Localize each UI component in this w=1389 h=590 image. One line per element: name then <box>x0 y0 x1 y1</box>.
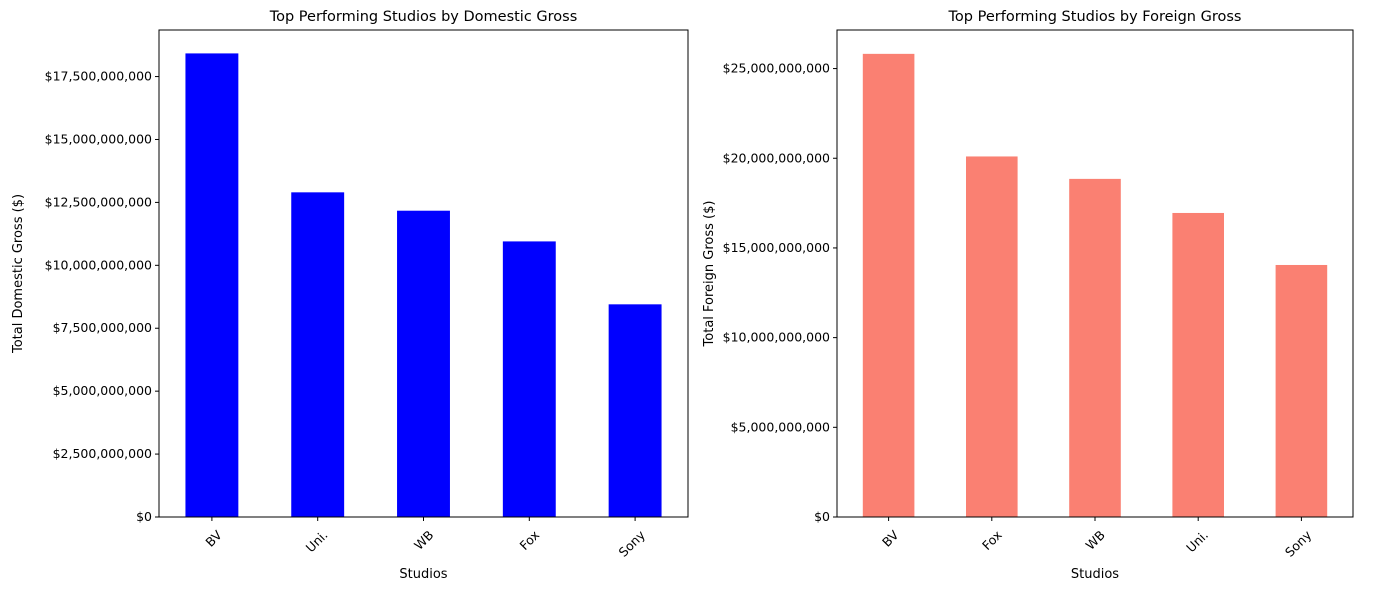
y-tick-label: $10,000,000,000 <box>45 257 152 272</box>
y-axis-label: Total Foreign Gross ($) <box>702 201 717 348</box>
x-tick-label: WB <box>411 527 436 552</box>
bar-fox <box>966 156 1018 517</box>
y-tick-label: $0 <box>814 509 830 524</box>
x-axis-label: Studios <box>399 567 447 582</box>
x-tick-label: Uni. <box>303 527 331 555</box>
y-tick-label: $12,500,000,000 <box>45 194 152 209</box>
x-axis-label: Studios <box>1071 567 1119 582</box>
y-tick-label: $17,500,000,000 <box>45 69 152 84</box>
foreign-gross-chart: $0 $5,000,000,000 $10,000,000,000 $15,000,0… <box>702 9 1354 582</box>
y-tick-label: $10,000,000,000 <box>723 330 830 345</box>
y-tick-label: $5,000,000,000 <box>731 419 830 434</box>
bar-bv <box>862 53 915 518</box>
x-tick-label: Sony <box>1282 527 1315 560</box>
bar-uni <box>1172 212 1224 518</box>
domestic-gross-chart: $0 $2,500,000,000 $5,000,000,000 $7,500,000… <box>11 9 689 582</box>
bar-sony <box>608 304 662 517</box>
y-tick-label: $15,000,000,000 <box>45 131 152 146</box>
y-tick-label: $25,000,000,000 <box>723 61 830 76</box>
y-axis-label: Total Domestic Gross ($) <box>11 194 26 354</box>
x-tick-label: BV <box>202 527 225 550</box>
y-tick-label: $0 <box>136 509 152 524</box>
x-tick-label: Sony <box>616 527 649 560</box>
y-tick-label: $2,500,000,000 <box>53 446 152 461</box>
bar-fox <box>502 241 556 517</box>
x-tick-label: Fox <box>979 527 1005 553</box>
bar-bv <box>185 53 239 518</box>
y-tick-label: $5,000,000,000 <box>53 383 152 398</box>
y-tick-label: $20,000,000,000 <box>723 150 830 165</box>
chart-title: Top Performing Studios by Domestic Gross <box>269 9 578 25</box>
bar-sony <box>1275 264 1328 517</box>
x-tick-label: WB <box>1082 527 1107 552</box>
x-tick-label: Fox <box>516 527 542 553</box>
bar-uni <box>291 192 345 518</box>
x-tick-label: Uni. <box>1183 527 1211 555</box>
y-tick-label: $7,500,000,000 <box>53 320 152 335</box>
x-tick-label: BV <box>879 527 902 550</box>
bar-wb <box>1069 178 1121 517</box>
chart-title: Top Performing Studios by Foreign Gross <box>948 9 1242 25</box>
y-tick-label: $15,000,000,000 <box>723 240 830 255</box>
bar-wb <box>397 210 450 518</box>
